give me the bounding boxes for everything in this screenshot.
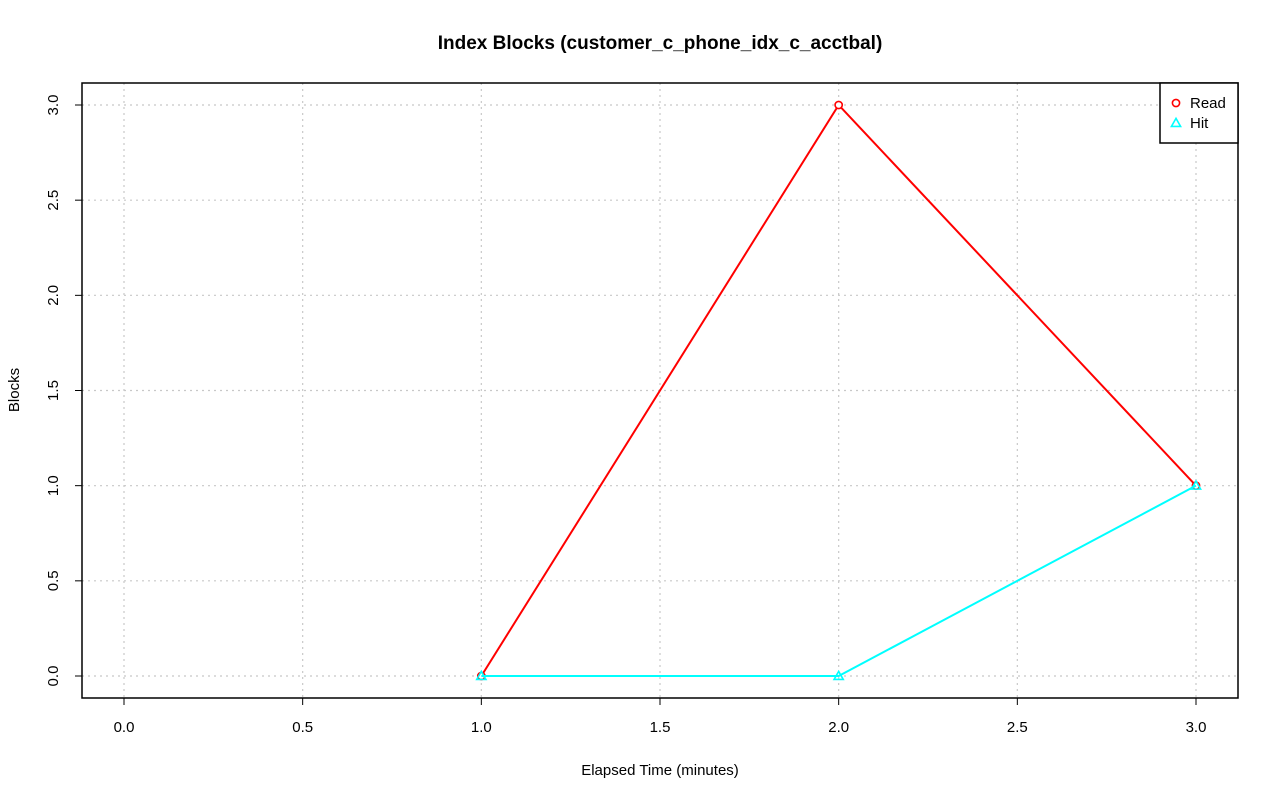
legend-marker-hit [1170, 116, 1182, 128]
legend-box [1159, 82, 1239, 144]
x-axis-label: Elapsed Time (minutes) [581, 762, 739, 779]
series-hit [475, 479, 1202, 681]
y-tick-label: 0.5 [45, 570, 62, 591]
legend-marker-read [1171, 98, 1181, 108]
y-tick-label: 2.5 [45, 190, 62, 211]
x-tick-label: 1.0 [471, 719, 492, 736]
data-point-read [834, 100, 844, 110]
x-tick-label: 2.0 [828, 719, 849, 736]
x-axis: 0.0 0.5 1.0 1.5 2.0 2.5 3.0 [114, 698, 1207, 736]
y-tick-label: 3.0 [45, 95, 62, 116]
x-tick-label: 1.5 [650, 719, 671, 736]
x-tick-label: 3.0 [1186, 719, 1207, 736]
y-tick-label: 1.0 [45, 475, 62, 496]
data-point-hit [832, 669, 845, 681]
series-layer [475, 100, 1202, 681]
y-axis: 0.0 0.5 1.0 1.5 2.0 2.5 3.0 [45, 95, 82, 687]
x-tick-label: 0.0 [114, 719, 135, 736]
x-tick-label: 2.5 [1007, 719, 1028, 736]
legend: Read Hit [1159, 82, 1239, 144]
x-tick-label: 0.5 [292, 719, 313, 736]
y-axis-label: Blocks [6, 368, 23, 412]
legend-label-read: Read [1190, 95, 1226, 112]
series-line-hit [481, 484, 1197, 677]
y-tick-label: 1.5 [45, 380, 62, 401]
y-tick-label: 0.0 [45, 666, 62, 687]
legend-label-hit: Hit [1190, 115, 1209, 132]
chart-title: Index Blocks (customer_c_phone_idx_c_acc… [438, 33, 883, 54]
data-point-hit [475, 669, 488, 681]
data-point-hit [1190, 479, 1202, 490]
y-tick-label: 2.0 [45, 285, 62, 306]
